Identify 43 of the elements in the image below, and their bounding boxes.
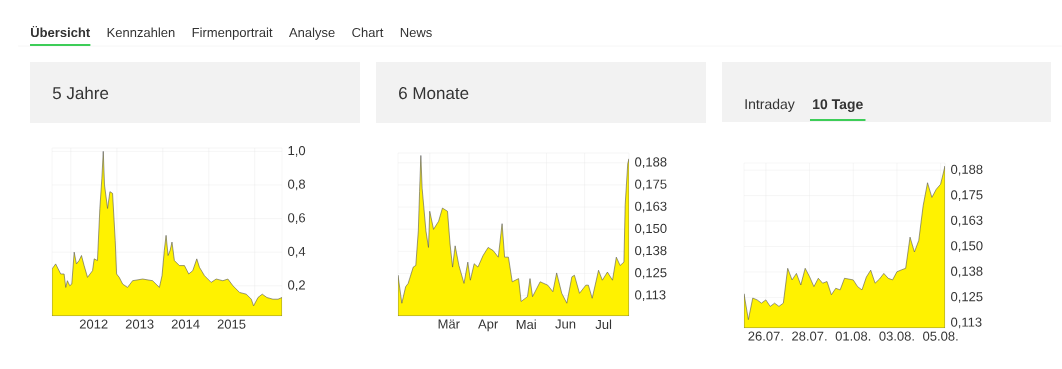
chart-title: 5 Jahre [52, 86, 109, 100]
x-tick-label: 2014 [171, 319, 200, 329]
x-tick-label: Jul [595, 319, 612, 330]
y-tick-label: 0,113 [635, 290, 666, 301]
y-tick-label: 0,188 [951, 164, 983, 176]
x-tick-label: Mär [438, 319, 460, 329]
y-tick-label: 0,175 [951, 190, 983, 201]
x-tick-label: 05.08. [923, 331, 958, 341]
text: Kennzahlen [107, 27, 175, 38]
y-tick-label: 0,125 [951, 292, 983, 303]
text: Übersicht [31, 25, 91, 38]
text: Analyse [288, 27, 335, 40]
y-tick-label: 0,113 [951, 317, 982, 329]
chart-title: 10 Tage [813, 99, 863, 112]
x-tick-label: Apr [478, 319, 499, 332]
x-tick-label: 01.08. [835, 331, 871, 341]
y-tick-label: 0,138 [951, 266, 983, 278]
y-tick-label: 0,6 [288, 213, 306, 224]
text: Chart [352, 27, 384, 38]
x-tick-label: 28.07. [792, 331, 827, 341]
x-tick-label: 2015 [217, 319, 246, 329]
y-tick-label: 0,163 [635, 201, 667, 213]
y-tick-label: 0,150 [951, 241, 983, 252]
y-tick-label: 0,125 [635, 268, 667, 279]
x-tick-label: Jun [555, 319, 576, 329]
y-tick-label: 1,0 [288, 145, 306, 157]
text: News [400, 28, 432, 38]
y-tick-label: 0,163 [951, 215, 983, 227]
y-tick-label: 0,8 [288, 179, 306, 191]
x-tick-label: 2013 [125, 319, 154, 329]
chart-title: 6 Monate [399, 87, 469, 100]
text: Firmenportrait [192, 27, 273, 40]
y-tick-label: 0,4 [288, 246, 306, 258]
y-tick-label: 0,175 [635, 179, 667, 191]
y-tick-label: 0,2 [288, 280, 305, 292]
text: Intraday [745, 98, 795, 112]
x-tick-label: 2012 [79, 319, 108, 329]
y-tick-label: 0,188 [635, 157, 667, 169]
x-tick-label: Mai [516, 319, 536, 330]
y-tick-label: 0,138 [635, 245, 667, 257]
x-tick-label: 26.07. [748, 331, 783, 341]
y-tick-label: 0,150 [635, 223, 667, 235]
x-tick-label: 03.08. [879, 331, 914, 341]
